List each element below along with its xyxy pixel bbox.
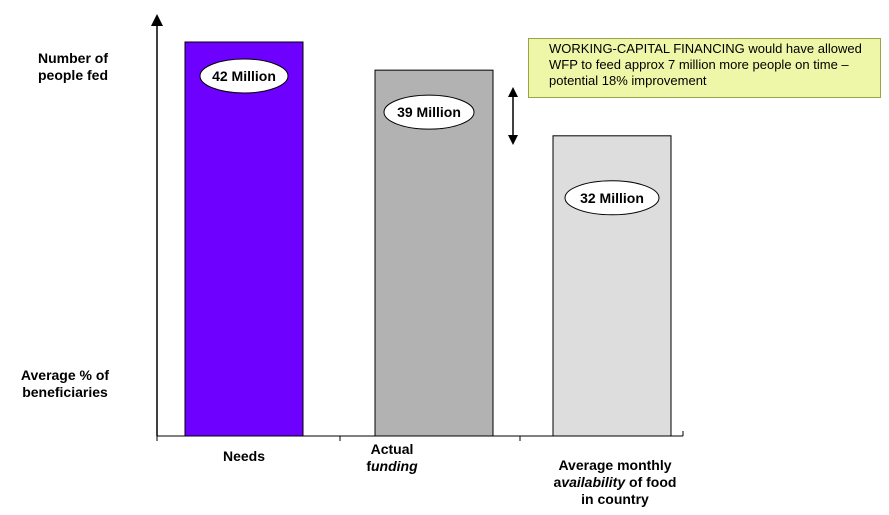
- x-label-availability: Average monthly availability of food in …: [525, 457, 705, 508]
- x-label-availability-prefix: a: [553, 474, 562, 490]
- y-label-bottom-line2: beneficiaries: [22, 384, 108, 400]
- bars-group: [184, 41, 672, 437]
- bar-1: [184, 41, 304, 437]
- x-label-funding-italic: unding: [371, 458, 418, 474]
- x-label-needs: Needs: [194, 448, 294, 465]
- bar-2: [374, 69, 494, 437]
- y-label-top: Number of people fed: [8, 50, 138, 84]
- x-label-availability-line2: availability of food: [525, 474, 705, 491]
- x-label-funding: Actual funding: [342, 441, 442, 475]
- value-label-bubble-2: [383, 94, 475, 130]
- y-label-top-line2: people fed: [37, 67, 108, 83]
- gap-arrow-head-top: [508, 87, 518, 97]
- y-label-bottom: Average % of beneficiaries: [0, 367, 130, 401]
- value-label-bubble-3: [564, 180, 660, 216]
- x-label-funding-prefix: f: [366, 458, 371, 474]
- value-label-3: 32 Million: [580, 190, 644, 206]
- value-label-1: 42 Million: [212, 68, 276, 84]
- value-label-bubble-1: [199, 58, 289, 94]
- value-labels-group: 42 Million 39 Million 32 Million: [199, 58, 660, 216]
- gap-arrow-head-bottom: [508, 135, 518, 145]
- x-label-availability-rest: of food: [625, 474, 677, 490]
- value-label-2: 39 Million: [397, 104, 461, 120]
- y-label-top-line1: Number of: [38, 50, 108, 66]
- x-label-availability-line1: Average monthly: [558, 457, 672, 473]
- annotation-text: WORKING-CAPITAL FINANCING would have all…: [549, 41, 862, 88]
- x-label-availability-italic: vailability: [561, 474, 626, 490]
- annotation-callout: WORKING-CAPITAL FINANCING would have all…: [528, 38, 881, 98]
- x-label-funding-line2: funding: [342, 458, 442, 475]
- y-label-bottom-line1: Average % of: [20, 367, 110, 383]
- x-label-needs-text: Needs: [222, 448, 266, 464]
- x-label-availability-line3: in country: [581, 491, 649, 507]
- x-label-funding-line1: Actual: [370, 441, 414, 457]
